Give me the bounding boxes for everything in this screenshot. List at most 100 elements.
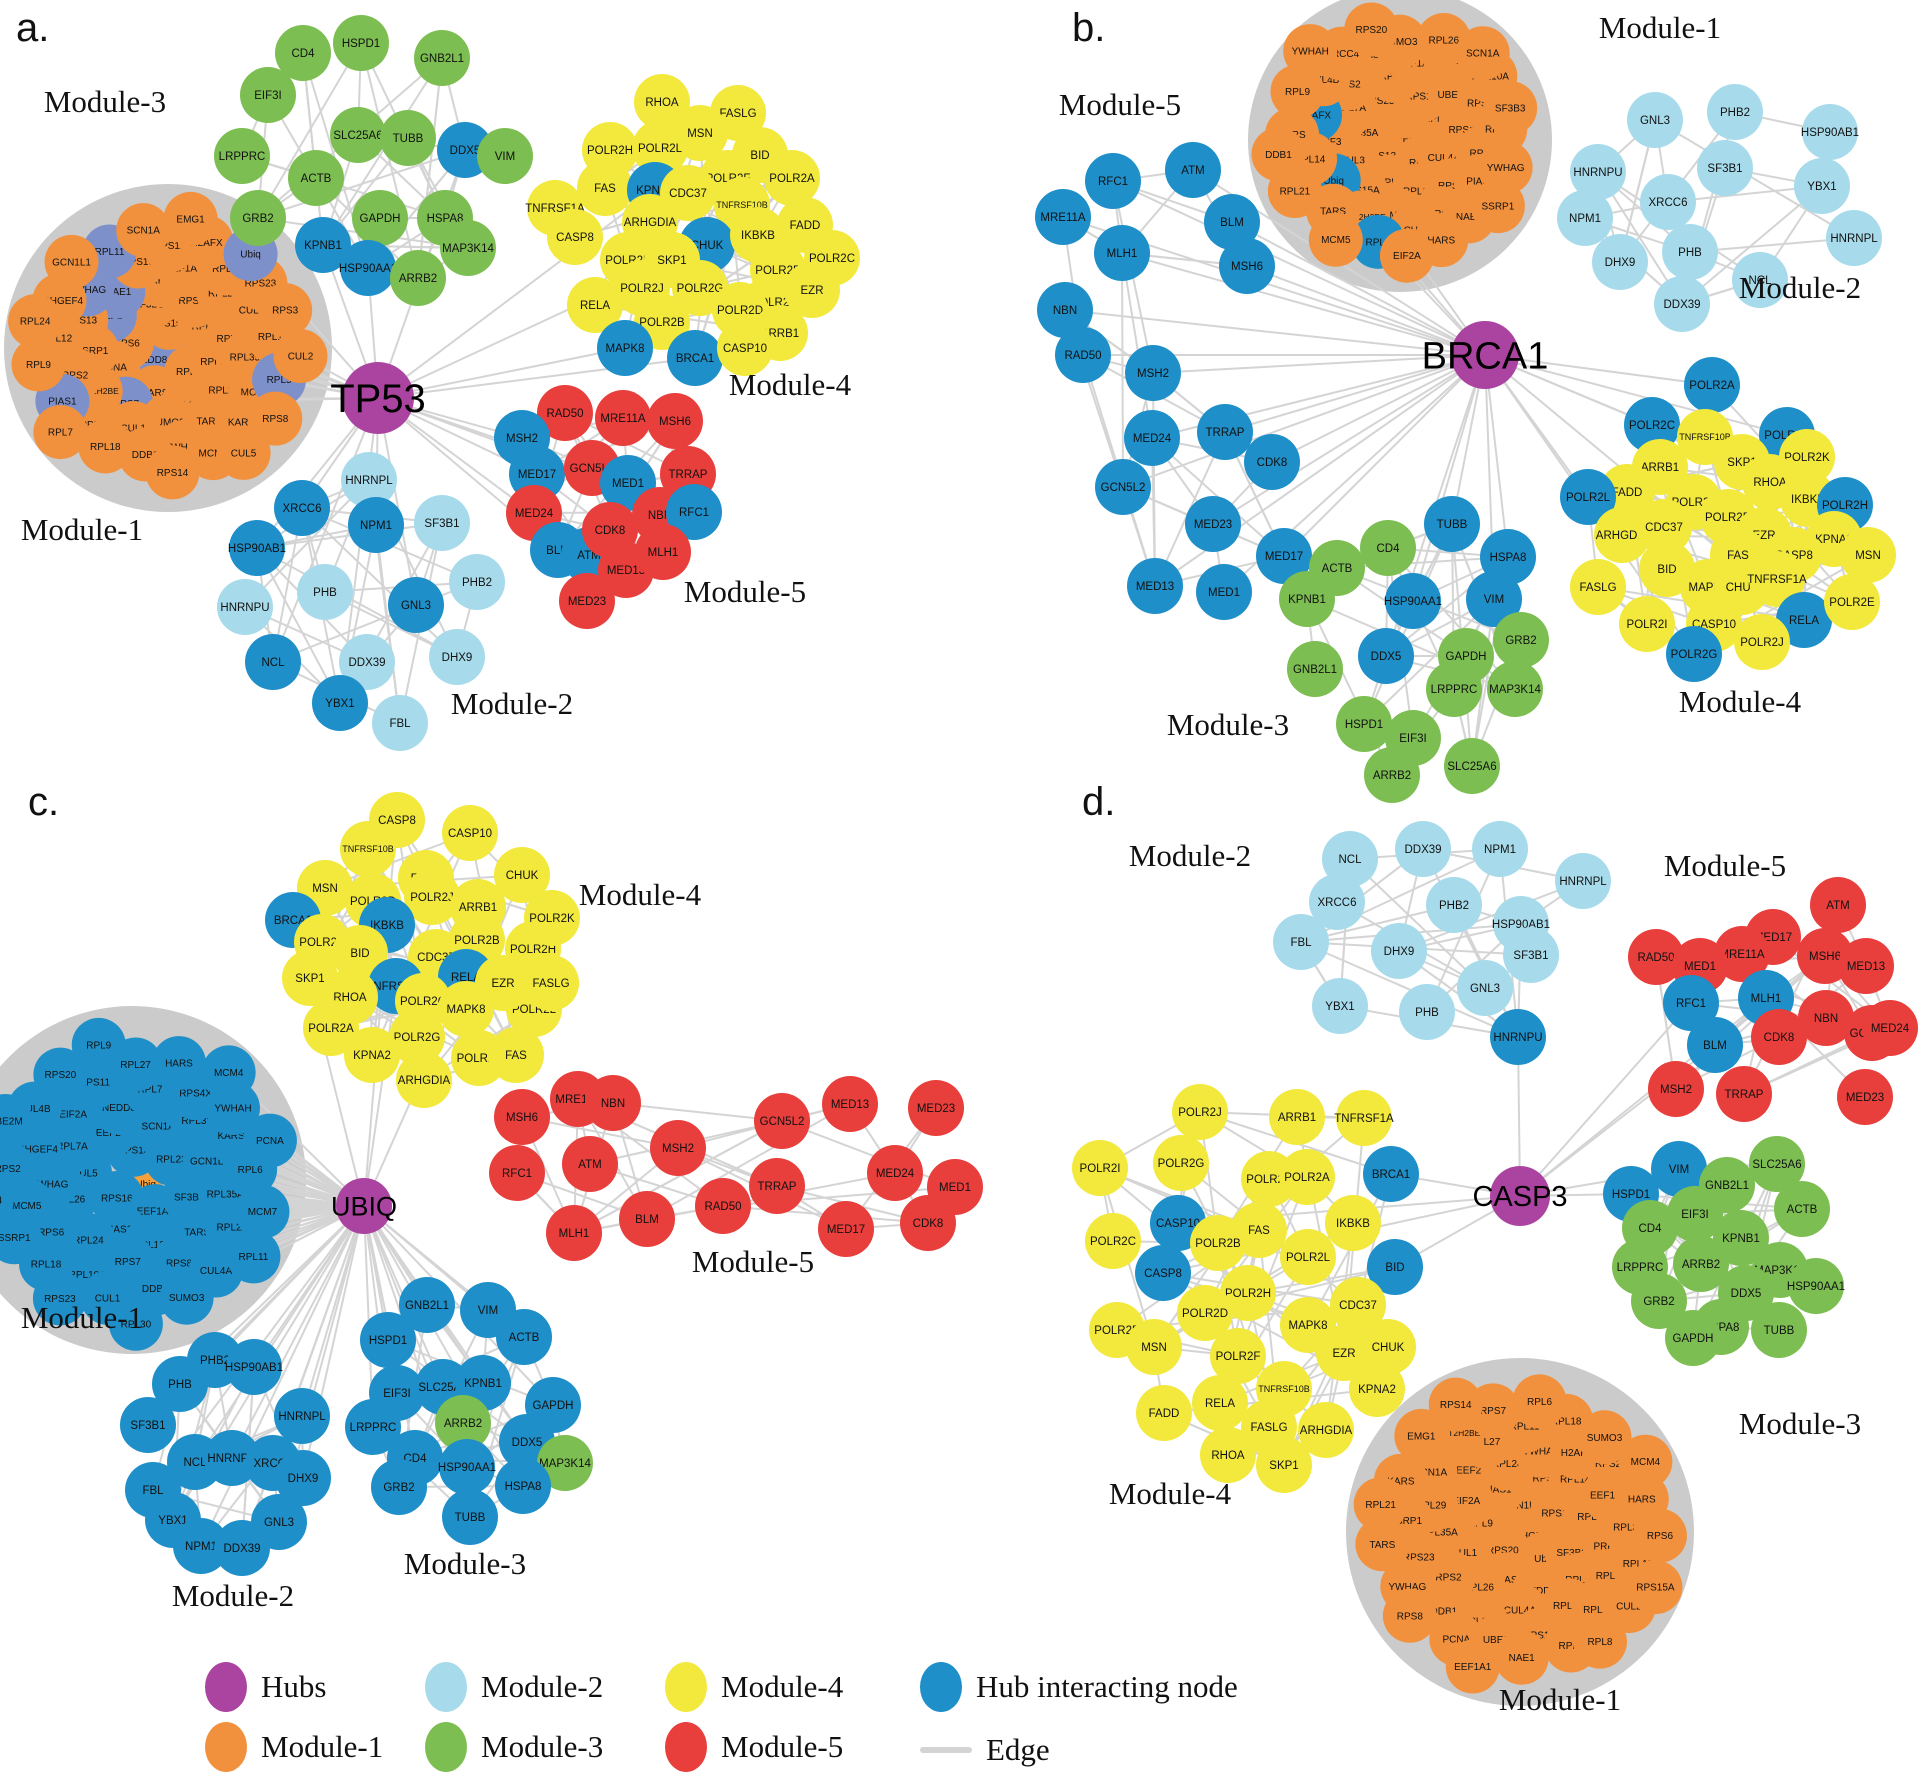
node-label: ARRB1 [1641,462,1679,474]
node-label: XRCC6 [1318,897,1357,909]
node-label: ARHGDIA [398,1075,451,1087]
node-label: PIAS1 [1466,176,1495,187]
node-GNB2L1 [414,30,470,86]
node-label: TUBB [1437,519,1468,531]
node-RPL21 [1353,1477,1408,1532]
node-label: MCM4 [199,449,229,460]
node-MAP3K14 [440,220,496,276]
node-label: HSP90AA1 [438,1462,496,1474]
node-label: CUL1 [120,424,146,435]
node-label: HSPD1 [369,1335,407,1347]
node-label: MED13 [607,565,645,577]
node-label: DDB1 [1265,150,1292,161]
node-POLR2I [1072,1140,1128,1196]
node-TNFRSF10B [340,821,396,877]
node-label: RPL21 [1365,1500,1396,1511]
node-RPS3 [258,283,313,338]
node-label: FAS [594,183,616,195]
node-label: TNFRSF1A [1747,574,1807,586]
node-label: CASP8 [1144,1268,1182,1280]
node-TRRAP [749,1158,805,1214]
node-label: POLR2G [394,1032,441,1044]
node-label: RPL7 [48,428,73,439]
node-label: DDX39 [348,657,385,669]
hub-edge [377,347,626,399]
node-label: POLR2H [510,944,556,956]
node-label: MSH6 [659,416,691,428]
node-label: KARS [1387,1476,1415,1487]
labels-layer: Module-4 Module-5 Module-1 Module-2 Module-3… [21,877,814,1613]
node-RPL9 [11,337,66,392]
node-label: RELA [1205,1398,1235,1410]
node-label: MED23 [1846,1092,1884,1104]
node-GNL3 [388,577,444,633]
node-label: MCM5 [12,1201,42,1212]
node-MRE11A [595,390,651,446]
node-POLR2C [1624,397,1680,453]
node-label: SCN1A [1466,49,1500,60]
node-label: RPL30 [1613,1523,1644,1534]
node-label: ACTB [509,1332,540,1344]
hub-edge [272,397,379,663]
node-ATM [1165,142,1221,198]
node-FBL [1273,914,1329,970]
node-label: DDB1 [142,1284,169,1295]
node-label: NCL [1748,275,1772,287]
node-label: TUBB [393,133,424,145]
node-label: SF3B3 [174,1192,205,1203]
node-SKP1 [1256,1437,1312,1493]
node-label: RPS23 [1403,1552,1435,1563]
node-label: YBX1 [325,698,354,710]
node-ARRB2 [435,1395,491,1451]
edge [322,57,443,246]
node-label: MCM5 [1321,235,1351,246]
node-DDX39 [1654,276,1710,332]
hub-edge [1224,354,1486,433]
node-RAD50 [537,385,593,441]
node-label: CHUK [691,240,724,252]
node-label: FAS [1727,550,1749,562]
hub-label-CASP3: CASP3 [1472,1181,1567,1213]
node-label: RPL8 [212,264,237,275]
edge [256,522,443,549]
node-NPM1 [1557,190,1613,246]
node-label: CASP10 [1156,1218,1200,1230]
node-label: POLR2J [620,283,663,295]
node-label: MAP3K14 [539,1458,591,1470]
node-PHB2 [1426,877,1482,933]
node-label: MED23 [568,596,606,608]
node-MCM7 [235,1184,290,1239]
node-PHB2 [449,554,505,610]
node-DDX39 [214,1520,270,1576]
node-HSP90AB1 [229,520,285,576]
node-label: KPNA2 [353,1050,391,1062]
node-label: ERCC4 [1325,49,1359,60]
nodes-layer: RFC1 ATM MRE11A MLH1 BLM MSH6 NBN RAD50 MSH2 MED2… [1035,2,1896,803]
node-POLR2G [1153,1135,1209,1191]
node-label: RPS13 [118,1145,150,1156]
node-RPS14 [1428,1377,1483,1432]
node-MED1 [1196,564,1252,620]
node-label: EEF2 [96,1128,121,1139]
node-label: RELA [451,972,481,984]
node-label: RPL7A [56,1141,88,1152]
edge [256,547,341,704]
node-label: POLR2L [638,143,683,155]
node-MAP3K14 [537,1435,593,1491]
node-label: MED24 [876,1168,915,1180]
edge [781,1120,956,1188]
node-RPL7 [33,405,88,460]
node-SCN1A [116,203,171,258]
node-CDK8 [1751,1009,1807,1065]
node-GRB2 [230,190,286,246]
edge [1387,547,1516,690]
node-KPNA2 [344,1027,400,1083]
node-label: FASLG [719,108,756,120]
node-label: RPS8 [262,414,289,425]
node-RELA [1192,1375,1248,1431]
node-label: MED17 [1265,551,1303,563]
node-label: SSRP1 [0,1233,31,1244]
node-label: TNFRSF1A [1334,1113,1394,1125]
node-label: RPL11 [1403,186,1433,197]
module-label-d: Module-5 [1664,848,1786,883]
